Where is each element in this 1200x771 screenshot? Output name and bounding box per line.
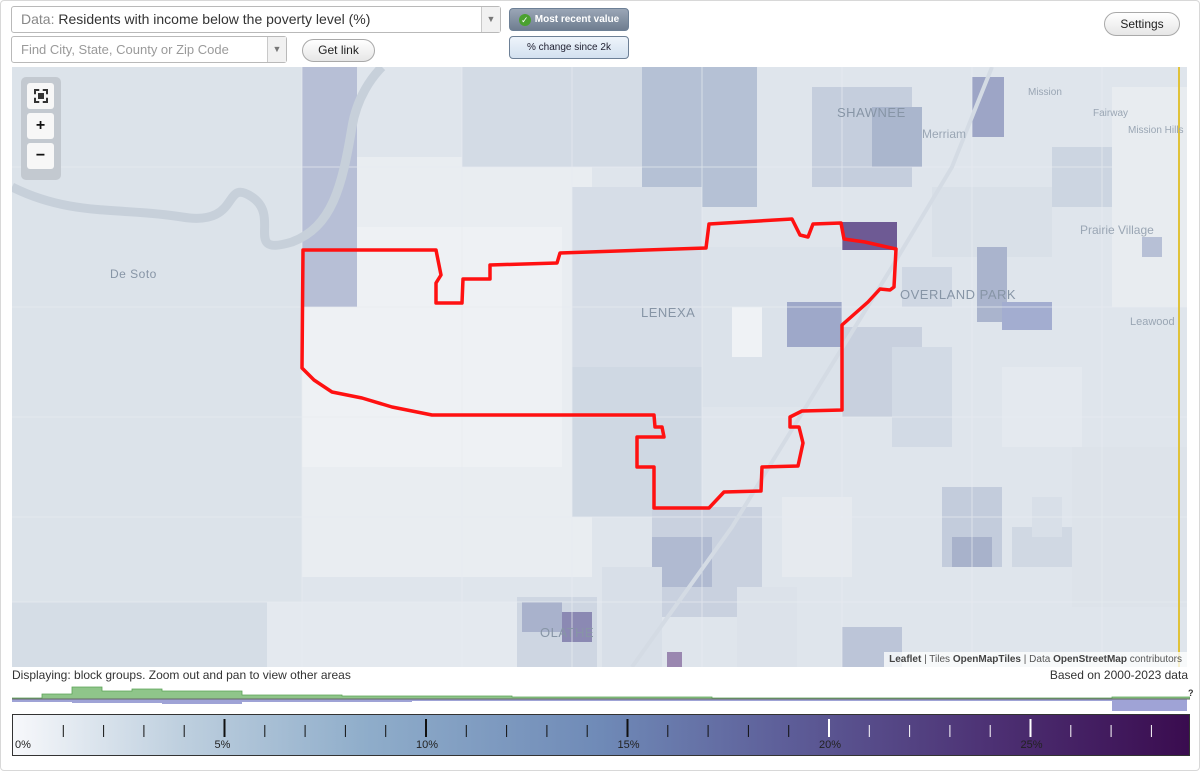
check-icon: ✓ (518, 14, 531, 26)
place-label-desoto: De Soto (110, 267, 157, 281)
percent-change-toggle[interactable]: % change since 2k (509, 36, 629, 59)
get-link-button[interactable]: Get link (302, 39, 375, 62)
place-label-shawnee: SHAWNEE (837, 105, 906, 120)
legend-label: 10% (416, 739, 439, 751)
choropleth-layer (12, 67, 1187, 667)
legend-label: 20% (819, 739, 842, 751)
most-recent-label: Most recent value (534, 14, 620, 25)
openmaptiles-link[interactable]: OpenMapTiles (952, 654, 1021, 665)
place-label-lenexa: LENEXA (641, 305, 696, 320)
place-label-prairie-village: Prairie Village (1080, 223, 1154, 237)
chevron-down-icon[interactable]: ▼ (481, 7, 500, 32)
color-legend: 0% 5% 10% 15% 20% 25% (12, 714, 1190, 756)
legend-ticks (62, 719, 1152, 737)
map-attribution: Leaflet | Tiles OpenMapTiles | Data Open… (884, 652, 1187, 667)
openstreetmap-link[interactable]: OpenStreetMap (1053, 654, 1127, 665)
lenexa-boundary (300, 217, 898, 510)
zoom-control: + − (21, 77, 61, 180)
data-prefix: Data: (21, 11, 55, 27)
unknown-data-mark: ? (1188, 688, 1194, 698)
displaying-note: Displaying: block groups. Zoom out and p… (12, 668, 351, 682)
place-label-overland-park: OVERLAND PARK (900, 287, 1017, 302)
chevron-down-icon[interactable]: ▼ (267, 37, 286, 62)
attribution-sep: | Tiles (921, 654, 953, 665)
settings-button[interactable]: Settings (1104, 12, 1180, 36)
distribution-histogram (12, 686, 1190, 711)
location-search-input[interactable]: Find City, State, County or Zip Code ▼ (11, 36, 287, 63)
attribution-suffix: contributors (1126, 654, 1182, 665)
data-value: Residents with income below the poverty … (58, 11, 371, 27)
zoom-in-button[interactable]: + (27, 113, 54, 139)
search-placeholder: Find City, State, County or Zip Code (21, 42, 229, 57)
place-label-mission-hills: Mission Hills (1128, 125, 1184, 136)
place-label-olathe: OLATHE (540, 625, 595, 640)
legend-label: 0% (15, 739, 31, 751)
data-dropdown[interactable]: Data: Residents with income below the po… (11, 6, 501, 33)
map-view[interactable]: De Soto SHAWNEE Merriam Mission Fairway … (12, 67, 1187, 667)
place-label-fairway: Fairway (1093, 108, 1129, 119)
data-years-note: Based on 2000-2023 data (1049, 668, 1188, 682)
leaflet-link[interactable]: Leaflet (889, 654, 922, 665)
fullscreen-icon (33, 89, 48, 103)
river (12, 67, 386, 250)
zoom-out-button[interactable]: − (27, 143, 54, 169)
place-label-leawood: Leawood (1130, 316, 1175, 328)
place-label-merriam: Merriam (922, 127, 966, 141)
legend-label: 15% (617, 739, 640, 751)
attribution-sep: | Data (1021, 654, 1054, 665)
fullscreen-button[interactable] (27, 83, 54, 109)
most-recent-value-toggle[interactable]: ✓ Most recent value (509, 8, 629, 31)
legend-label: 5% (214, 739, 231, 751)
legend-label: 25% (1020, 739, 1043, 751)
place-label-mission: Mission (1028, 87, 1062, 98)
